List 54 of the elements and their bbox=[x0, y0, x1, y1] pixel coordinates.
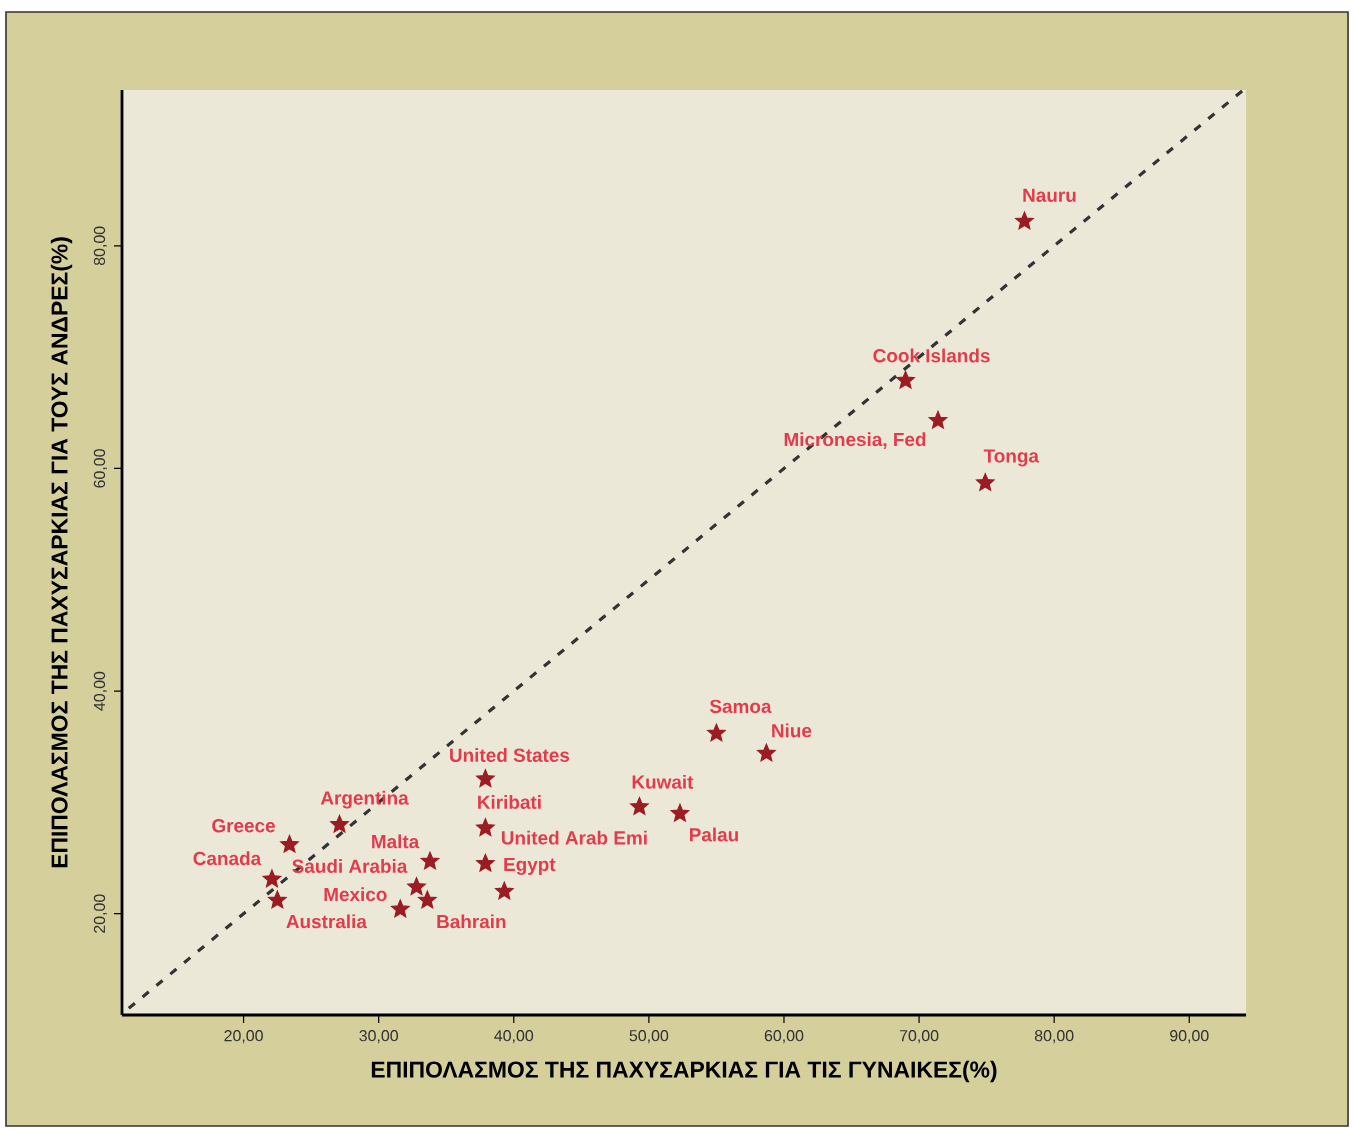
point bbox=[896, 370, 915, 389]
point bbox=[390, 899, 410, 918]
x-tick-label: 80,00 bbox=[1034, 1030, 1074, 1044]
x-tick-label: 90,00 bbox=[1170, 1030, 1209, 1044]
point bbox=[262, 869, 282, 888]
point bbox=[420, 851, 440, 870]
annotation: Australia bbox=[286, 914, 367, 929]
point bbox=[670, 803, 690, 822]
y-tick-label: 60,00 bbox=[93, 449, 107, 488]
point bbox=[330, 814, 349, 833]
x-tick-label: 50,00 bbox=[629, 1030, 669, 1044]
point bbox=[407, 877, 426, 896]
point bbox=[495, 881, 514, 900]
annotation: Niue bbox=[772, 723, 812, 738]
annotation: Greece bbox=[212, 818, 275, 833]
annotation: Kiribati bbox=[478, 795, 541, 809]
annotation: Bahrain bbox=[437, 914, 506, 929]
annotation: Palau bbox=[689, 827, 738, 842]
x-tick-label: 70,00 bbox=[899, 1030, 939, 1044]
y-tick-label: 80,00 bbox=[93, 226, 107, 266]
annotation: Egypt bbox=[504, 857, 556, 875]
annotation: Tonga bbox=[983, 449, 1040, 467]
annotation: Cook Islands bbox=[873, 348, 990, 363]
point bbox=[757, 743, 776, 762]
annotation: Argentina bbox=[320, 790, 409, 809]
annotation: Kuwait bbox=[632, 774, 694, 789]
x-tick-label: 60,00 bbox=[764, 1030, 804, 1044]
annotation: United Arab Emi bbox=[501, 830, 647, 845]
point bbox=[418, 890, 437, 909]
annotation: Nauru bbox=[1023, 188, 1076, 202]
point bbox=[476, 769, 495, 788]
annotation: Saudi Arabia bbox=[292, 859, 408, 873]
point bbox=[630, 797, 649, 815]
point bbox=[707, 723, 726, 742]
annotation: Malta bbox=[372, 834, 420, 849]
y-tick-label: 20,00 bbox=[93, 894, 107, 933]
point bbox=[1015, 211, 1034, 230]
annotation: United States bbox=[450, 748, 570, 762]
x-tick-label: 30,00 bbox=[359, 1030, 399, 1044]
point bbox=[268, 890, 287, 909]
point bbox=[476, 818, 495, 837]
annotation: Mexico bbox=[324, 887, 387, 902]
y-tick-label: 40,00 bbox=[93, 671, 107, 711]
annotation: Samoa bbox=[709, 699, 772, 714]
x-axis-title: ΕΠΙΠΟΛΑΣΜΟΣ ΤΗΣ ΠΑΧΥΣΑΡΚΙΑΣ ΓΙΑ ΤΙΣ ΓΥΝΑΙΚΕΣ(%) bbox=[371, 1060, 997, 1083]
annotation: Canada bbox=[193, 851, 262, 866]
x-tick-label: 20,00 bbox=[224, 1030, 263, 1044]
x-tick-label: 40,00 bbox=[494, 1030, 534, 1044]
annotation: Micronesia, Fed bbox=[784, 432, 926, 449]
point bbox=[975, 473, 995, 491]
point bbox=[280, 834, 299, 853]
point bbox=[928, 410, 948, 429]
y-axis-title: ΕΠΙΠΟΛΑΣΜΟΣ ΤΗΣ ΠΑΧΥΣΑΡΚΙΑΣ ΓΙΑ ΤΟΥΣ ΑΝΔΡΕΣ(%) bbox=[50, 237, 73, 868]
point bbox=[476, 853, 495, 872]
